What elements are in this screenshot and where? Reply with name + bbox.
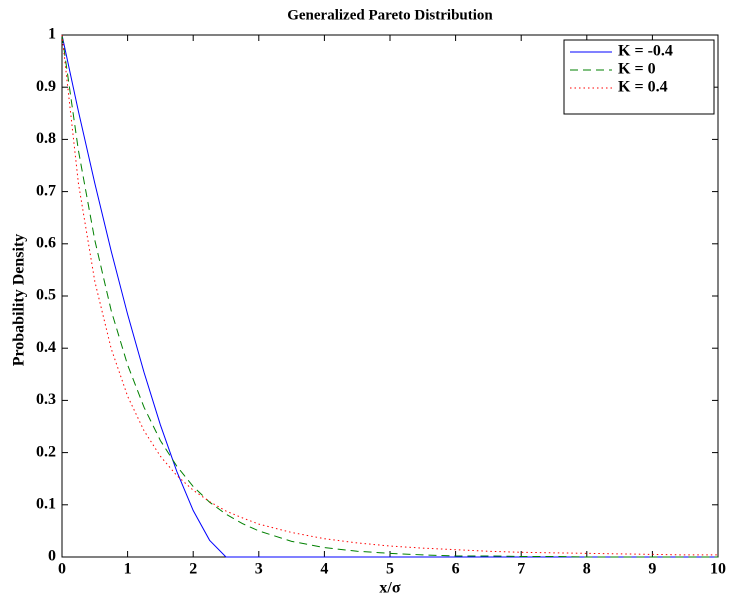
- y-tick-label: 0.6: [36, 234, 56, 251]
- x-tick-label: 4: [320, 561, 328, 578]
- y-tick-label: 0.1: [36, 495, 56, 512]
- x-tick-label: 2: [189, 561, 197, 578]
- legend-label: K = -0.4: [618, 43, 673, 60]
- x-tick-label: 6: [452, 561, 460, 578]
- x-tick-label: 5: [386, 561, 394, 578]
- x-tick-label: 7: [517, 561, 525, 578]
- y-tick-label: 0.7: [36, 182, 56, 199]
- chart-title: Generalized Pareto Distribution: [287, 7, 493, 23]
- y-tick-label: 0: [48, 548, 56, 565]
- y-tick-label: 0.5: [36, 287, 56, 304]
- legend-label: K = 0: [618, 61, 656, 78]
- y-axis-label: Probability Density: [11, 234, 28, 367]
- x-tick-label: 0: [58, 561, 66, 578]
- x-tick-label: 8: [583, 561, 591, 578]
- y-tick-label: 0.4: [36, 339, 56, 356]
- line-series: [61, 34, 718, 556]
- x-tick-label: 10: [710, 561, 726, 578]
- y-tick-label: 0.3: [36, 391, 56, 408]
- x-axis-label: x/σ: [379, 580, 400, 597]
- y-tick-label: 0.8: [36, 130, 56, 147]
- y-tick-label: 0.2: [36, 443, 56, 460]
- legend-label: K = 0.4: [618, 79, 668, 96]
- x-tick-label: 1: [124, 561, 132, 578]
- y-tick-label: 0.9: [36, 78, 56, 95]
- x-tick-label: 9: [648, 561, 656, 578]
- y-tick-label: 1: [48, 26, 56, 43]
- x-tick-label: 3: [255, 561, 263, 578]
- line-series: [61, 34, 718, 558]
